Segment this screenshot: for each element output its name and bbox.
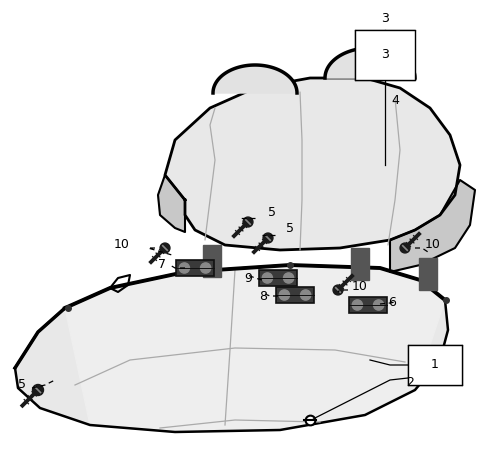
Circle shape: [262, 273, 273, 283]
Polygon shape: [325, 48, 415, 78]
Text: 4: 4: [391, 94, 399, 107]
Circle shape: [373, 300, 384, 310]
Circle shape: [201, 263, 211, 273]
Text: 3: 3: [381, 12, 389, 24]
Bar: [408, 345, 462, 385]
Bar: [351, 248, 369, 280]
Circle shape: [284, 273, 294, 283]
Bar: [276, 287, 314, 303]
Circle shape: [263, 233, 273, 243]
Text: 2: 2: [406, 375, 414, 388]
Bar: [176, 260, 214, 276]
Text: 6: 6: [388, 295, 396, 308]
Text: 10: 10: [352, 279, 368, 292]
Polygon shape: [158, 175, 185, 232]
Circle shape: [400, 243, 410, 253]
Bar: [419, 258, 437, 290]
Circle shape: [33, 385, 44, 395]
Text: 5: 5: [286, 221, 294, 234]
Text: 10: 10: [425, 237, 441, 250]
Circle shape: [279, 290, 289, 300]
Polygon shape: [165, 78, 460, 250]
Text: 8: 8: [259, 290, 267, 302]
Polygon shape: [65, 265, 445, 432]
Text: 1: 1: [431, 358, 439, 372]
Text: 7: 7: [158, 258, 166, 271]
Circle shape: [333, 285, 343, 295]
Bar: [203, 245, 221, 277]
Text: 5: 5: [268, 205, 276, 219]
Circle shape: [352, 300, 362, 310]
Circle shape: [160, 243, 170, 253]
Text: 5: 5: [18, 379, 26, 392]
Bar: [259, 270, 297, 286]
Circle shape: [179, 263, 190, 273]
Text: 3: 3: [381, 49, 389, 61]
Text: 10: 10: [114, 237, 130, 250]
Polygon shape: [390, 180, 475, 272]
Circle shape: [300, 290, 311, 300]
Circle shape: [243, 217, 253, 227]
Polygon shape: [213, 65, 297, 93]
Bar: [349, 297, 387, 313]
Bar: [355, 30, 415, 80]
Text: 9: 9: [244, 271, 252, 285]
Polygon shape: [15, 265, 448, 432]
